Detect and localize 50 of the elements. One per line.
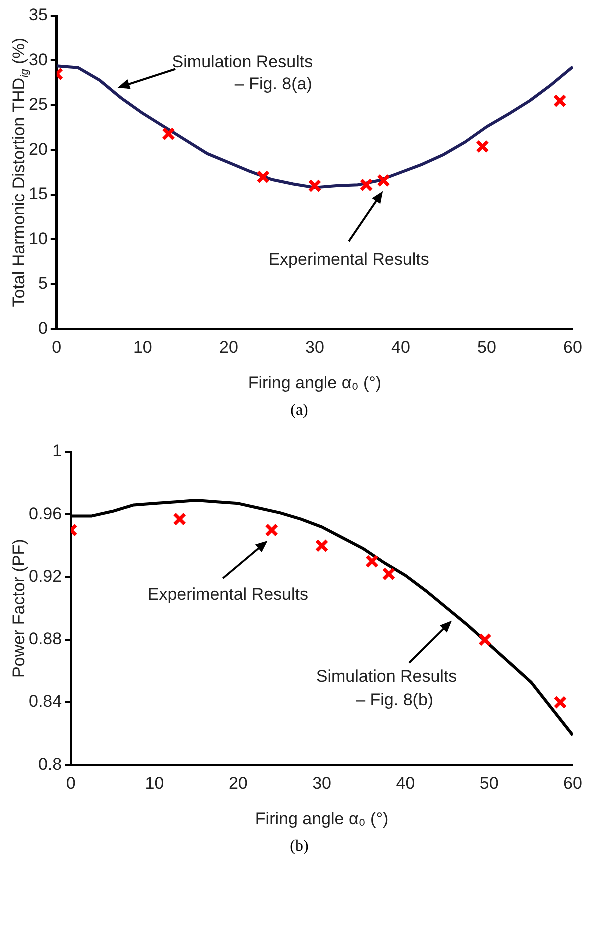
- x-tick-label: 10: [133, 338, 152, 358]
- y-tick-label: 25: [28, 95, 48, 114]
- annotation: Simulation Results – Fig. 8(b): [316, 667, 458, 710]
- x-tick-label: 50: [480, 774, 499, 794]
- point: [377, 174, 390, 188]
- y-tick-label: 0.88: [28, 630, 62, 649]
- y-tick-label: 0.96: [28, 504, 62, 524]
- point: [173, 512, 187, 526]
- y-tick-label: 15: [28, 184, 48, 204]
- point: [265, 524, 279, 537]
- y-tick-label: 0.84: [28, 692, 62, 712]
- text: (a): [290, 402, 310, 420]
- y-tick-label: 20: [28, 140, 48, 159]
- annotation: Experimental Results: [148, 585, 308, 604]
- point: [478, 633, 492, 647]
- x-tick-label: 20: [219, 338, 238, 358]
- point: [476, 140, 490, 154]
- x-tick-label: 60: [564, 774, 582, 794]
- point: [162, 127, 176, 141]
- y-tick-label: 35: [28, 6, 48, 25]
- y-tick-label: 10: [28, 229, 48, 248]
- point: [360, 178, 374, 192]
- point: [256, 170, 270, 184]
- y-tick-label: 0: [38, 318, 48, 338]
- y-tick-label: 5: [38, 274, 48, 294]
- x-tick-label: 30: [305, 338, 324, 358]
- x-tick-label: 0: [66, 774, 76, 794]
- point: [315, 539, 329, 553]
- x-axis-title: Firing angle α₀ (°): [248, 373, 382, 392]
- annotation: Experimental Results: [268, 250, 430, 269]
- y-tick-label: 0.8: [38, 754, 62, 774]
- y-tick-label: 1: [52, 442, 62, 461]
- x-tick-label: 40: [392, 338, 410, 358]
- x-tick-label: 50: [478, 338, 496, 358]
- point: [553, 94, 567, 108]
- y-tick-label: 30: [28, 50, 48, 70]
- x-axis-title: Firing angle α₀ (°): [255, 809, 389, 828]
- text: (b): [289, 838, 310, 856]
- y-tick-label: 0.92: [28, 566, 62, 586]
- annotation: Simulation Results – Fig. 8(a): [172, 52, 314, 94]
- x-tick-label: 10: [145, 774, 164, 794]
- x-tick-label: 60: [564, 338, 582, 358]
- point: [554, 696, 568, 710]
- point: [366, 554, 379, 568]
- x-tick-label: 30: [312, 774, 332, 794]
- point: [308, 179, 322, 193]
- x-tick-label: 20: [228, 774, 248, 794]
- point: [382, 567, 396, 581]
- x-tick-label: 40: [396, 774, 416, 794]
- y-axis-title: Power Factor (PF): [10, 539, 29, 678]
